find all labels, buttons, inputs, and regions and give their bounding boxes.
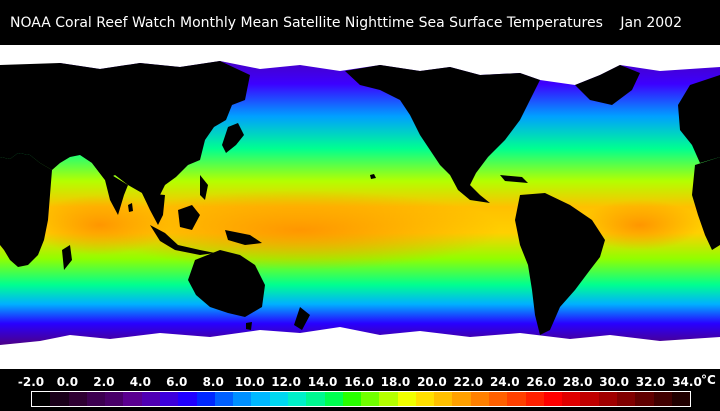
eurasia-landmass xyxy=(0,61,250,205)
legend-swatch xyxy=(32,392,51,406)
legend-swatch xyxy=(68,392,87,406)
legend-swatch xyxy=(251,392,270,406)
legend-swatch xyxy=(178,392,197,406)
africa-east-landmass xyxy=(692,157,720,250)
legend-swatch xyxy=(86,392,106,406)
legend-tick-label: 10.0 xyxy=(234,375,265,389)
legend-swatch xyxy=(361,392,380,406)
indian-ocean-warm-area xyxy=(30,195,170,255)
new-guinea-island xyxy=(225,230,262,245)
legend-tick-label: 14.0 xyxy=(307,375,338,389)
legend-tick-label: 30.0 xyxy=(599,375,629,389)
legend-swatch xyxy=(580,392,599,406)
legend-tick-label: 18.0 xyxy=(380,375,411,389)
legend-swatch xyxy=(50,392,69,406)
south-america-landmass xyxy=(515,193,605,335)
legend-tick-label: 16.0 xyxy=(344,375,374,389)
legend-tick-label: 0.0 xyxy=(56,375,79,389)
philippines-islands xyxy=(200,175,208,200)
legend-tick-label: 24.0 xyxy=(489,375,520,389)
legend-swatch xyxy=(141,392,160,406)
legend-swatch xyxy=(342,392,362,406)
legend-swatch xyxy=(562,392,581,406)
legend-swatch xyxy=(105,392,124,406)
legend-tick-label: 22.0 xyxy=(453,375,484,389)
legend-swatch xyxy=(306,392,325,406)
japan-islands xyxy=(222,123,244,153)
legend-swatch xyxy=(598,392,617,406)
tasmania-island xyxy=(246,322,252,330)
legend-swatch xyxy=(452,392,471,406)
legend-swatch xyxy=(324,392,343,406)
legend-swatch xyxy=(287,392,307,406)
new-zealand-islands xyxy=(294,307,310,330)
legend-swatch xyxy=(159,392,179,406)
temperature-legend: -2.0 0.0 2.0 4.0 6.0 8.0 10.0 12.0 14.0 16.0 18.0 2… xyxy=(0,373,720,411)
legend-swatch xyxy=(489,392,508,406)
greenland-landmass xyxy=(575,65,640,105)
legend-swatch xyxy=(123,392,142,406)
legend-colorbar xyxy=(31,391,691,407)
legend-tick-label: 8.0 xyxy=(202,375,224,389)
india-landmass xyxy=(92,163,128,215)
legend-tick-label: 26.0 xyxy=(526,375,557,389)
legend-unit: °C xyxy=(701,373,716,387)
south-atlantic-warm-area xyxy=(580,200,700,250)
madagascar-island xyxy=(62,245,72,270)
sst-map-canvas xyxy=(0,45,720,369)
indochina-landmass xyxy=(142,193,165,225)
sst-world-map xyxy=(0,45,720,369)
antarctic-ice xyxy=(0,327,720,369)
legend-swatch xyxy=(233,392,252,406)
legend-swatch xyxy=(653,392,672,406)
legend-swatch xyxy=(543,392,563,406)
cuba-island xyxy=(500,175,528,183)
map-title: NOAA Coral Reef Watch Monthly Mean Satel… xyxy=(0,13,720,33)
legend-tick-label: 6.0 xyxy=(166,375,188,389)
title-date: Jan 2002 xyxy=(620,15,682,31)
legend-swatch xyxy=(379,392,398,406)
legend-swatch xyxy=(196,392,215,406)
legend-swatch xyxy=(415,392,435,406)
legend-tick-label: 32.0 xyxy=(635,375,666,389)
legend-tick-label: 34.0 xyxy=(672,375,702,389)
europe-west-landmass xyxy=(678,75,720,163)
legend-tick-label: -2.0 xyxy=(17,375,45,389)
legend-swatch xyxy=(507,392,526,406)
legend-swatch xyxy=(269,392,288,406)
arctic-ice xyxy=(0,45,720,85)
legend-swatch xyxy=(214,392,234,406)
borneo-island xyxy=(178,205,200,230)
legend-swatch xyxy=(635,392,654,406)
legend-tick-label: 4.0 xyxy=(129,375,151,389)
australia-landmass xyxy=(188,250,265,317)
legend-tick-label: 20.0 xyxy=(417,375,447,389)
legend-tick-label: 28.0 xyxy=(562,375,593,389)
title-text: NOAA Coral Reef Watch Monthly Mean Satel… xyxy=(10,15,603,31)
legend-swatch xyxy=(434,392,453,406)
hawaii-islands xyxy=(370,174,376,179)
legend-swatch xyxy=(617,392,636,406)
north-america-landmass xyxy=(345,65,540,203)
legend-swatch xyxy=(470,392,490,406)
legend-tick-label: 2.0 xyxy=(93,375,115,389)
sumatra-java-islands xyxy=(150,225,215,255)
legend-swatch xyxy=(397,392,416,406)
legend-swatch xyxy=(525,392,544,406)
legend-swatch xyxy=(671,392,691,406)
africa-landmass xyxy=(0,153,52,267)
legend-tick-label: 12.0 xyxy=(271,375,301,389)
sri-lanka-island xyxy=(128,203,133,212)
